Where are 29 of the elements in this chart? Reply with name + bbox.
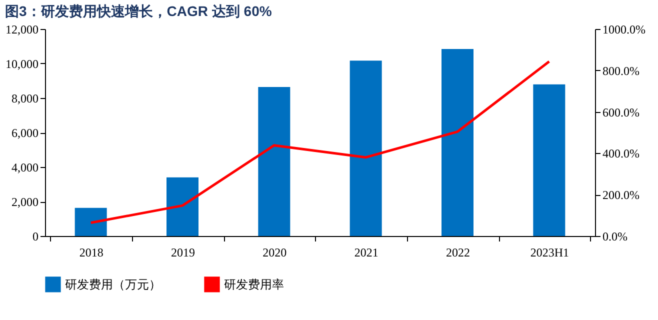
x-tick-label: 2021 [354,246,378,260]
y-tick-label: 12,000 [6,22,38,36]
y-tick-label: 4,000 [12,160,38,174]
y2-tick-label: 0.0% [602,230,628,244]
y2-tick-label: 200.0% [602,188,640,202]
x-tick-label: 2023H1 [530,246,570,260]
y2-tick-label: 600.0% [602,105,640,120]
y-tick-label: 6,000 [12,126,38,140]
line-series [90,60,550,224]
y2-tick-label: 400.0% [602,146,640,161]
x-tick-label: 2019 [171,246,195,260]
bar [350,60,382,236]
y2-tick-label: 1000.0% [602,22,646,36]
x-tick-label: 2022 [446,246,470,260]
y-tick-label: 0 [32,230,38,244]
bar [442,49,474,236]
legend-label: 研发费用（万元） [65,277,161,292]
bar [533,84,566,236]
bar [258,86,290,236]
y2-tick-label: 800.0% [602,64,640,78]
bar [166,177,198,236]
chart-title: 图3：研发费用快速增长，CAGR 达到 60% [5,3,272,19]
y-tick-label: 2,000 [12,195,38,209]
x-tick-label: 2020 [262,246,287,260]
y-tick-label: 10,000 [6,57,38,71]
y-tick-label: 8,000 [12,92,38,106]
x-tick-label: 2018 [79,246,104,260]
bar [74,208,107,236]
legend-label: 研发费用率 [224,277,284,292]
